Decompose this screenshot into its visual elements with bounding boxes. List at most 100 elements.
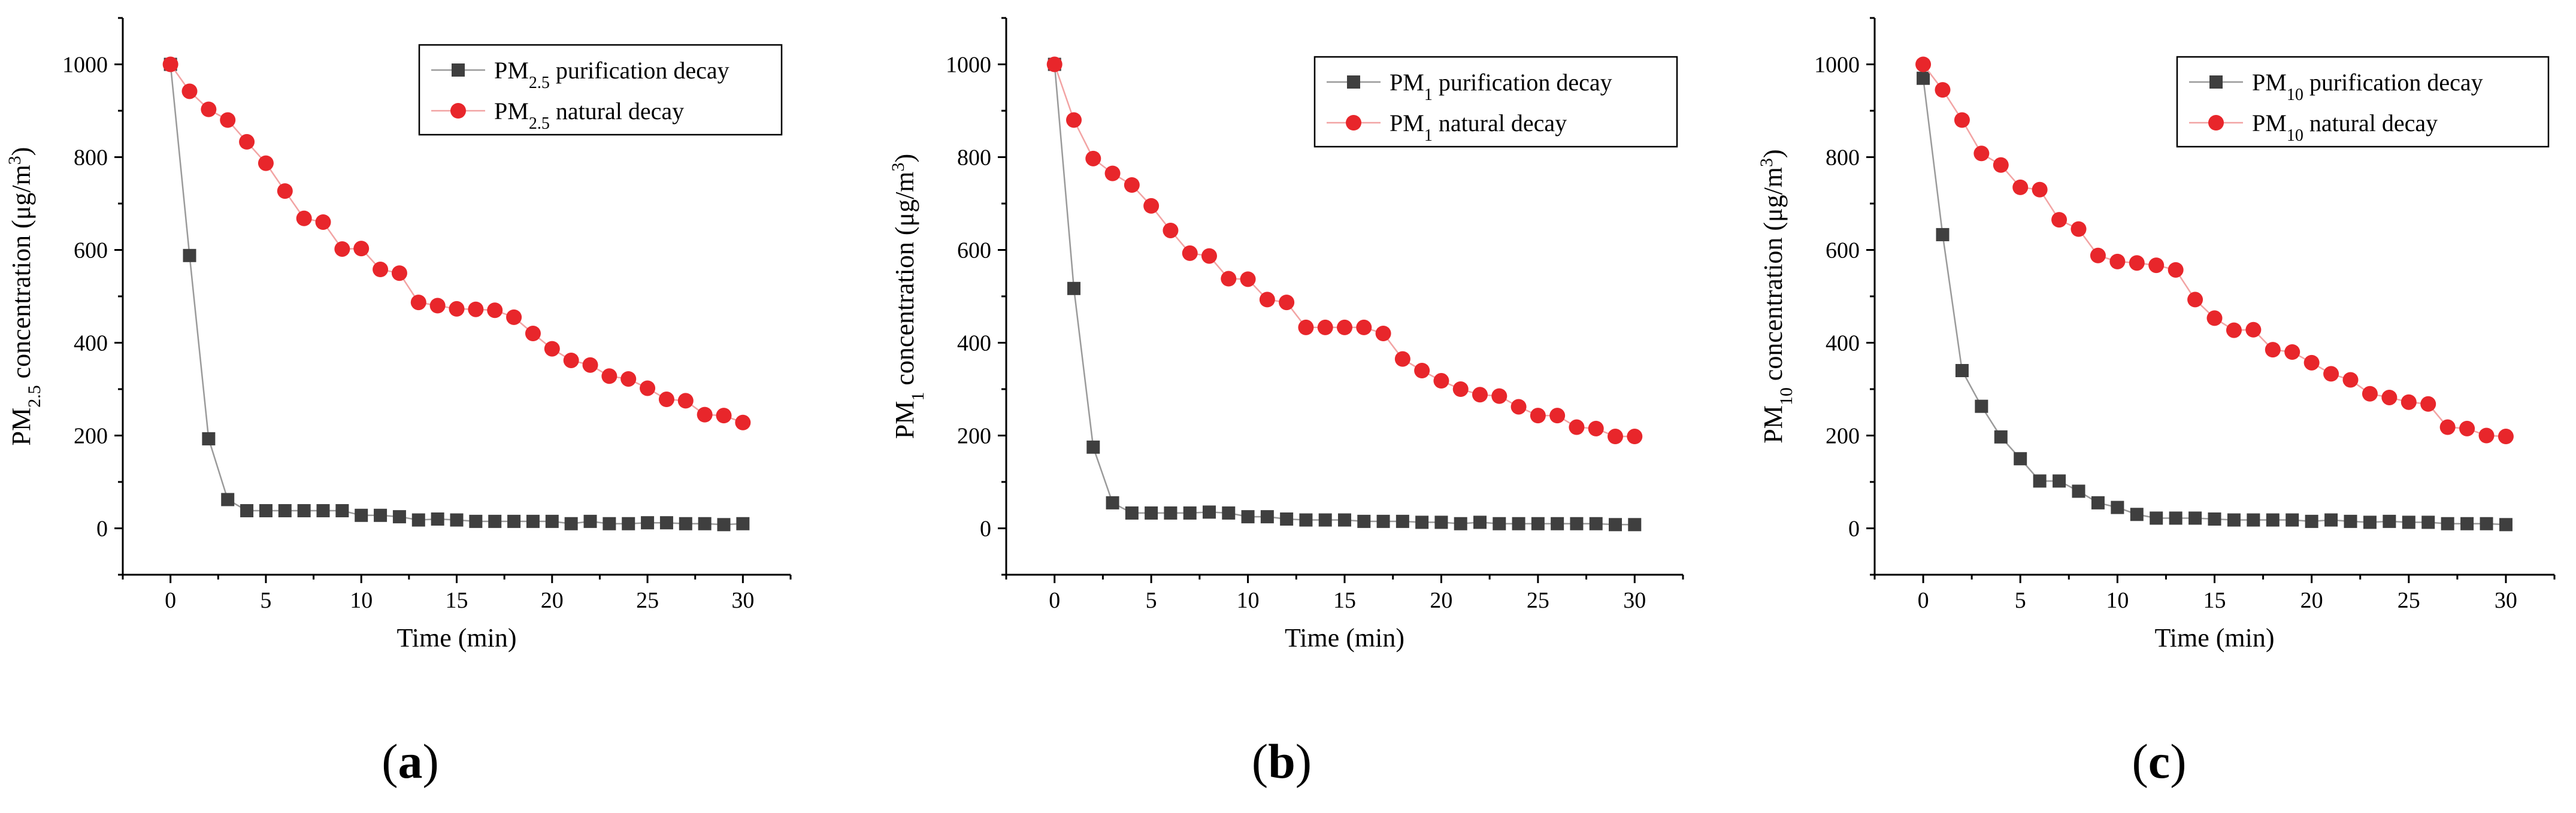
data-point-natural <box>1608 429 1623 445</box>
x-tick-label: 20 <box>1430 588 1452 613</box>
data-point-natural <box>2051 212 2068 228</box>
data-point-purification <box>507 514 521 528</box>
data-point-natural <box>1452 381 1469 397</box>
data-point-purification <box>1473 515 1487 529</box>
x-tick-label: 20 <box>541 588 564 613</box>
data-point-natural <box>1356 319 1372 335</box>
data-point-purification <box>1589 517 1603 530</box>
data-point-purification <box>1376 514 1390 528</box>
data-point-purification <box>221 493 235 506</box>
data-point-purification <box>1067 281 1080 295</box>
data-point-purification <box>1434 515 1448 529</box>
data-point-purification <box>1357 514 1371 528</box>
data-point-purification <box>583 514 597 528</box>
data-point-purification <box>183 248 196 262</box>
data-point-purification <box>2480 517 2493 530</box>
data-point-purification <box>679 517 692 530</box>
legend-label-purification: PM1 purification decay <box>1390 69 1612 104</box>
data-point-purification <box>1183 506 1197 520</box>
data-point-natural <box>2381 389 2398 405</box>
data-point-purification <box>2383 514 2396 528</box>
data-point-natural <box>2012 179 2029 195</box>
x-tick-label: 25 <box>2398 588 2420 613</box>
data-point-natural <box>2323 366 2339 382</box>
data-point-natural <box>525 326 541 341</box>
data-point-purification <box>2014 452 2027 466</box>
legend-label-purification: PM2.5 purification decay <box>494 57 729 92</box>
y-axis-title: PM2.5 concentration (μg/m3) <box>5 147 44 446</box>
data-point-natural <box>2168 262 2184 278</box>
data-point-natural <box>735 414 751 430</box>
y-tick-label: 400 <box>957 331 991 356</box>
data-point-natural <box>315 214 331 230</box>
y-tick-label: 800 <box>1826 145 1860 171</box>
data-point-natural <box>2226 322 2242 338</box>
data-point-natural <box>1337 319 1352 335</box>
data-point-purification <box>488 514 502 528</box>
x-tick-label: 30 <box>2495 588 2517 613</box>
data-point-natural <box>506 309 522 325</box>
data-point-natural <box>2032 181 2048 198</box>
x-axis-title: Time (min) <box>1285 623 1404 653</box>
x-tick-label: 0 <box>1918 588 1929 613</box>
data-point-purification <box>2421 515 2435 529</box>
data-point-natural <box>2206 310 2223 326</box>
legend-marker-purification <box>2209 75 2223 89</box>
data-point-purification <box>1338 513 1351 527</box>
data-point-natural <box>1530 408 1546 424</box>
x-tick-label: 5 <box>1146 588 1157 613</box>
data-point-purification <box>1145 506 1158 520</box>
legend-marker-natural <box>1346 115 1361 131</box>
data-point-natural <box>1588 420 1604 436</box>
data-point-natural <box>1935 82 1951 98</box>
data-point-natural <box>2303 354 2320 371</box>
data-point-natural <box>2420 396 2436 412</box>
data-point-purification <box>316 504 330 518</box>
data-point-natural <box>1472 387 1488 403</box>
data-point-natural <box>201 101 217 117</box>
data-point-purification <box>1570 517 1584 530</box>
data-point-purification <box>1917 71 1930 85</box>
panel-caption-c: (c) <box>2132 734 2187 788</box>
data-point-purification <box>1512 517 1525 530</box>
data-point-natural <box>2439 419 2456 435</box>
data-point-purification <box>641 516 655 530</box>
data-point-purification <box>1222 506 1236 520</box>
data-point-purification <box>2499 518 2513 532</box>
data-point-purification <box>1975 399 1988 413</box>
data-point-natural <box>391 265 407 281</box>
chart-panel-b: 0 5 10 15 20 25 30 0 200 400 600 800 1000 Time (min) P… <box>888 17 1684 653</box>
data-point-natural <box>239 134 255 150</box>
data-point-purification <box>1994 430 2008 444</box>
data-point-purification <box>698 517 712 530</box>
data-point-natural <box>620 371 637 387</box>
y-tick-label: 800 <box>957 145 991 171</box>
data-point-purification <box>736 517 750 530</box>
data-point-purification <box>717 518 731 532</box>
data-point-purification <box>392 510 406 524</box>
data-point-purification <box>2363 515 2377 529</box>
data-point-purification <box>526 514 540 528</box>
data-point-natural <box>2265 342 2281 358</box>
data-point-natural <box>1298 319 1314 335</box>
data-point-purification <box>1936 227 1950 241</box>
legend: PM2.5 purification decay PM2.5 natural de… <box>418 44 783 136</box>
data-point-natural <box>2245 321 2262 338</box>
data-point-purification <box>355 508 368 522</box>
data-point-purification <box>1299 513 1313 527</box>
data-point-natural <box>1163 222 1179 238</box>
data-point-purification <box>1318 513 1332 527</box>
legend-label-purification: PM10 purification decay <box>2252 69 2483 104</box>
data-point-natural <box>563 352 579 368</box>
data-point-purification <box>2091 496 2105 509</box>
data-point-purification <box>374 508 388 522</box>
data-point-purification <box>2208 512 2221 526</box>
data-point-purification <box>1241 510 1255 524</box>
data-point-purification <box>2111 500 2124 514</box>
data-point-purification <box>1493 517 1506 530</box>
data-point-natural <box>2459 420 2475 436</box>
data-point-purification <box>2441 517 2454 530</box>
x-tick-label: 10 <box>1237 588 1260 613</box>
legend: PM10 purification decay PM10 natural deca… <box>2176 56 2550 148</box>
data-point-natural <box>181 83 198 99</box>
